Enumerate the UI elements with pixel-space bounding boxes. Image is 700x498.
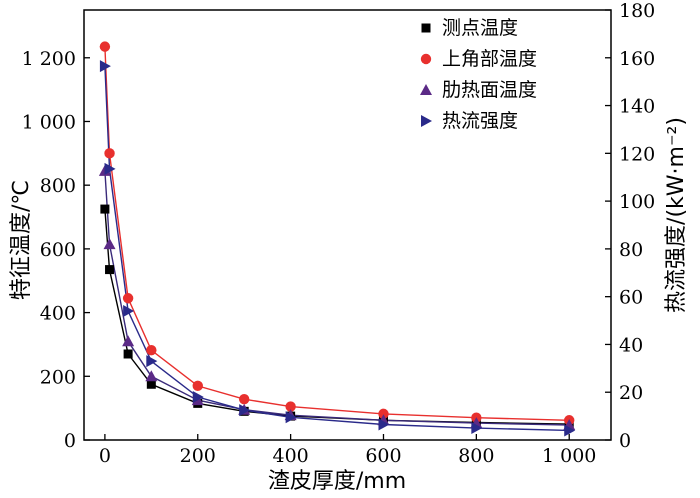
data-point-circle	[104, 148, 115, 159]
data-point-triangle-right	[564, 424, 576, 437]
series-line-1	[104, 46, 570, 421]
legend-marker-triangle-up	[420, 84, 432, 95]
data-point-circle	[122, 293, 134, 304]
x-tick-label: 800	[458, 445, 494, 467]
x-tick-label: 600	[365, 445, 401, 467]
legend: 测点温度 上角部温度 肋热面温度 热流强度	[420, 17, 537, 132]
data-point-triangle-right	[192, 391, 204, 403]
data-point-triangle-up	[122, 335, 135, 347]
legend-marker-shape	[421, 115, 432, 127]
data-point-triangle-right	[285, 411, 297, 424]
y-right-tick-label: 140	[619, 96, 655, 118]
y-axis-right-title: 热流强度/(kW·m⁻²)	[664, 117, 689, 313]
data-point-circle	[99, 41, 111, 52]
legend-label: 上角部温度	[442, 48, 537, 70]
data-point-circle	[238, 394, 250, 405]
legend-marker-circle	[420, 53, 432, 65]
data-point-triangle-right	[239, 404, 251, 417]
data-point-circle	[192, 380, 203, 392]
y-right-tick-label: 100	[619, 191, 655, 213]
legend-item-upper-corner: 上角部温度	[420, 48, 537, 70]
x-tick-label: 400	[272, 445, 308, 467]
data-point-triangle-right	[99, 60, 111, 73]
data-point-square	[105, 265, 115, 275]
y-axis-left-title: 特征温度/℃	[9, 180, 34, 300]
y-right-tick-label: 80	[619, 239, 643, 261]
y-left-tick-label: 200	[40, 366, 76, 388]
data-point-circle	[285, 401, 296, 412]
legend-marker-shape	[420, 84, 432, 95]
series-markers	[98, 41, 576, 437]
y-right-tick-label: 160	[619, 48, 655, 70]
series-line-2	[104, 170, 570, 426]
data-point-triangle-right	[146, 355, 158, 368]
legend-item-heat-flux: 热流强度	[421, 110, 518, 132]
data-point-square	[100, 204, 110, 214]
y-right-tick-label: 180	[619, 0, 655, 22]
y-right-tick-label: 40	[619, 334, 643, 356]
data-point-triangle-right	[471, 422, 483, 435]
data-point-triangle-right	[123, 305, 135, 317]
data-point-circle	[146, 344, 157, 356]
legend-marker-square	[421, 23, 431, 33]
legend-marker-shape	[421, 23, 431, 33]
legend-label: 肋热面温度	[442, 79, 537, 101]
y-left-tick-label: 800	[40, 175, 76, 197]
y-right-tick-label: 60	[619, 287, 643, 309]
legend-item-rib-hot-face: 肋热面温度	[420, 79, 537, 101]
legend-marker-triangle-right	[421, 115, 432, 127]
series-line-0	[104, 209, 570, 425]
series-line-3	[104, 66, 570, 432]
y-right-tick-label: 20	[619, 382, 643, 404]
data-point-square	[123, 349, 133, 359]
y-right-tick-label: 0	[619, 430, 631, 452]
data-point-triangle-right	[378, 418, 390, 431]
x-tick-label: 0	[99, 445, 111, 467]
data-point-triangle-up	[145, 370, 158, 382]
data-point-triangle-up	[103, 238, 116, 250]
legend-label: 热流强度	[442, 110, 518, 132]
y-left-tick-label: 400	[40, 303, 76, 325]
y-left-tick-label: 1 000	[22, 111, 76, 133]
series-lines	[104, 46, 570, 432]
y-left-tick-label: 600	[40, 239, 76, 261]
y-left-tick-label: 1 200	[22, 48, 76, 70]
legend-item-measure-point: 测点温度	[421, 17, 518, 39]
y-right-tick-label: 120	[619, 143, 655, 165]
legend-label: 测点温度	[442, 17, 518, 39]
data-point-circle	[378, 408, 389, 420]
data-point-square	[146, 379, 156, 389]
x-axis-title: 渣皮厚度/mm	[268, 469, 406, 494]
legend-marker-shape	[420, 53, 432, 65]
plot-area-border	[83, 9, 612, 441]
x-tick-label: 1 000	[542, 445, 596, 467]
plot-frame	[83, 9, 612, 441]
data-point-triangle-right	[104, 162, 116, 175]
y-left-tick-label: 0	[64, 430, 76, 452]
x-tick-label: 200	[180, 445, 216, 467]
